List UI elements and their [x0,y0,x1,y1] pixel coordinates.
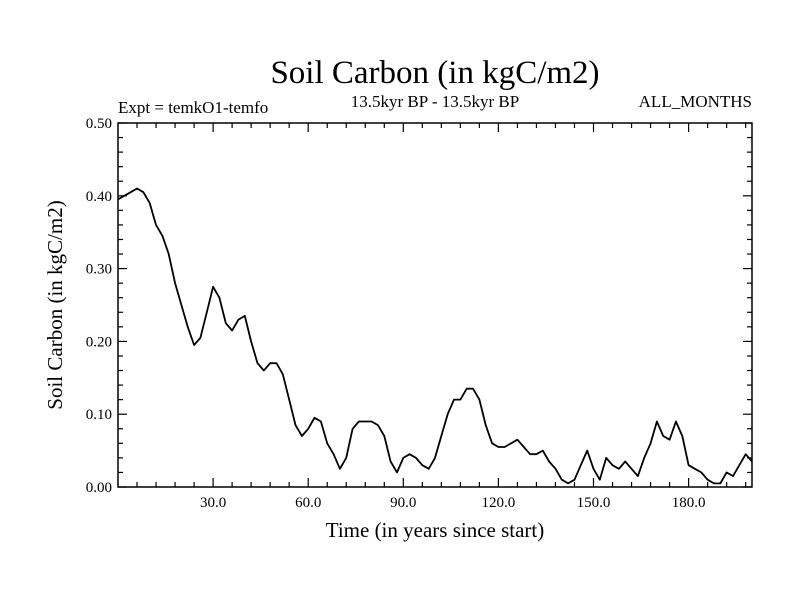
y-tick-label: 0.40 [86,189,112,205]
y-tick-label: 0.20 [86,334,112,350]
y-axis-ticks: 0.00 0.10 0.20 0.30 0.40 0.50 [86,116,752,496]
y-tick-label: 0.00 [86,480,112,496]
y-tick-label: 0.50 [86,116,112,132]
x-tick-label: 60.0 [295,495,321,511]
y-tick-label: 0.10 [86,407,112,423]
x-axis-label: Time (in years since start) [326,518,545,542]
plot-frame [117,122,753,488]
y-axis-label: Soil Carbon (in kgC/m2) [43,200,67,409]
months-label: ALL_MONTHS [639,92,752,111]
x-tick-label: 120.0 [482,495,516,511]
soil-carbon-series-line [117,187,753,485]
x-tick-label: 30.0 [200,495,226,511]
x-axis-ticks: 30.0 60.0 90.0 120.0 150.0 180.0 [136,123,747,511]
x-tick-label: 90.0 [390,495,416,511]
chart-title: Soil Carbon (in kgC/m2) [270,55,599,91]
x-tick-label: 180.0 [672,495,706,511]
experiment-label: Expt = temkO1-temfo [118,98,268,117]
x-tick-label: 150.0 [577,495,611,511]
time-range-label: 13.5kyr BP - 13.5kyr BP [351,92,519,111]
y-tick-label: 0.30 [86,262,112,278]
